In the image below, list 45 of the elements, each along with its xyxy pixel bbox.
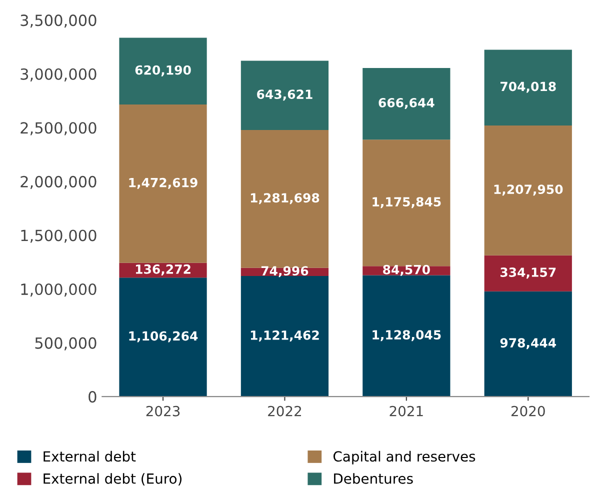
y-tick-label: 1,500,000 [21, 230, 96, 243]
bar [484, 291, 572, 397]
bar [362, 68, 450, 140]
data-label: 1,207,950 [494, 184, 563, 196]
y-tick-label: 3,000,000 [20, 68, 96, 82]
y-tick-label: 2,000,000 [20, 176, 96, 190]
y-tick-label: 0 [88, 391, 96, 403]
data-label: 136,272 [136, 264, 190, 276]
y-tick-label: 1,000,000 [21, 283, 96, 297]
legend-label: External debt (Euro) [44, 473, 182, 486]
data-label: 1,128,045 [372, 330, 441, 342]
bar [484, 50, 572, 126]
data-label: 666,644 [378, 98, 434, 110]
data-label: 1,121,462 [250, 330, 319, 342]
x-tick-label: 2022 [268, 406, 302, 416]
x-tick-label: 2023 [146, 406, 180, 416]
bar [484, 125, 572, 256]
y-tick-label: 500,000 [35, 337, 96, 350]
x-tick-label: 2020 [511, 406, 545, 416]
bar [119, 38, 207, 105]
data-label: 74,996 [261, 266, 308, 278]
data-label: 643,621 [257, 90, 312, 101]
x-tick-label: 2021 [390, 406, 423, 416]
bar [240, 130, 329, 268]
data-label: 1,106,264 [129, 331, 198, 342]
bar [362, 140, 450, 266]
data-label: 84,570 [383, 264, 430, 276]
bar [119, 278, 207, 397]
bar [119, 104, 207, 263]
data-label: 704,018 [500, 82, 556, 93]
y-tick-label: 2,500,000 [20, 122, 96, 136]
data-label: 620,190 [135, 65, 191, 76]
bar [240, 276, 329, 397]
legend-label: Capital and reserves [333, 450, 476, 464]
legend-label: Debentures [334, 473, 413, 484]
bar [362, 275, 450, 397]
bar [240, 60, 329, 130]
data-label: 334,157 [500, 268, 556, 279]
y-tick-label: 3,500,000 [20, 14, 96, 28]
legend-label: External debt [44, 450, 136, 462]
data-label: 1,472,619 [129, 178, 198, 189]
data-label: 978,444 [500, 338, 556, 350]
data-label: 1,175,845 [372, 197, 441, 208]
bar [484, 255, 572, 292]
data-label: 1,281,698 [250, 193, 320, 204]
